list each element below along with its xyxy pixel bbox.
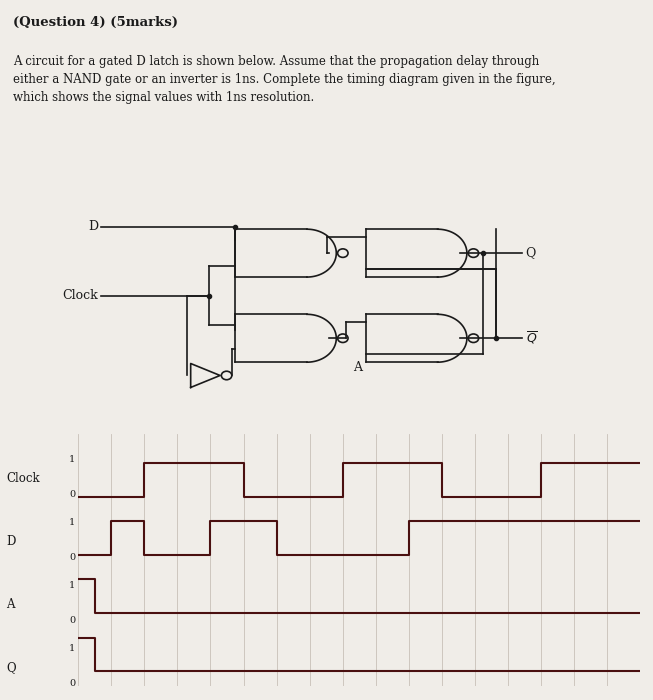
Text: Q: Q <box>526 246 536 260</box>
Text: 1: 1 <box>69 518 75 526</box>
Text: 1: 1 <box>69 644 75 652</box>
Text: Q: Q <box>7 661 16 674</box>
Text: 0: 0 <box>69 553 75 562</box>
Text: Clock: Clock <box>7 472 40 485</box>
Text: D: D <box>88 220 98 233</box>
Text: A circuit for a gated D latch is shown below. Assume that the propagation delay : A circuit for a gated D latch is shown b… <box>13 55 556 104</box>
Text: 0: 0 <box>69 679 75 688</box>
Text: D: D <box>7 535 16 548</box>
Text: 0: 0 <box>69 616 75 625</box>
Text: (Question 4) (5marks): (Question 4) (5marks) <box>13 15 178 29</box>
Text: $\overline{Q}$: $\overline{Q}$ <box>526 330 537 346</box>
Text: A: A <box>353 361 362 374</box>
Text: 1: 1 <box>69 581 75 589</box>
Text: 1: 1 <box>69 455 75 463</box>
Text: 0: 0 <box>69 490 75 499</box>
Text: Clock: Clock <box>62 289 98 302</box>
Text: A: A <box>7 598 15 611</box>
